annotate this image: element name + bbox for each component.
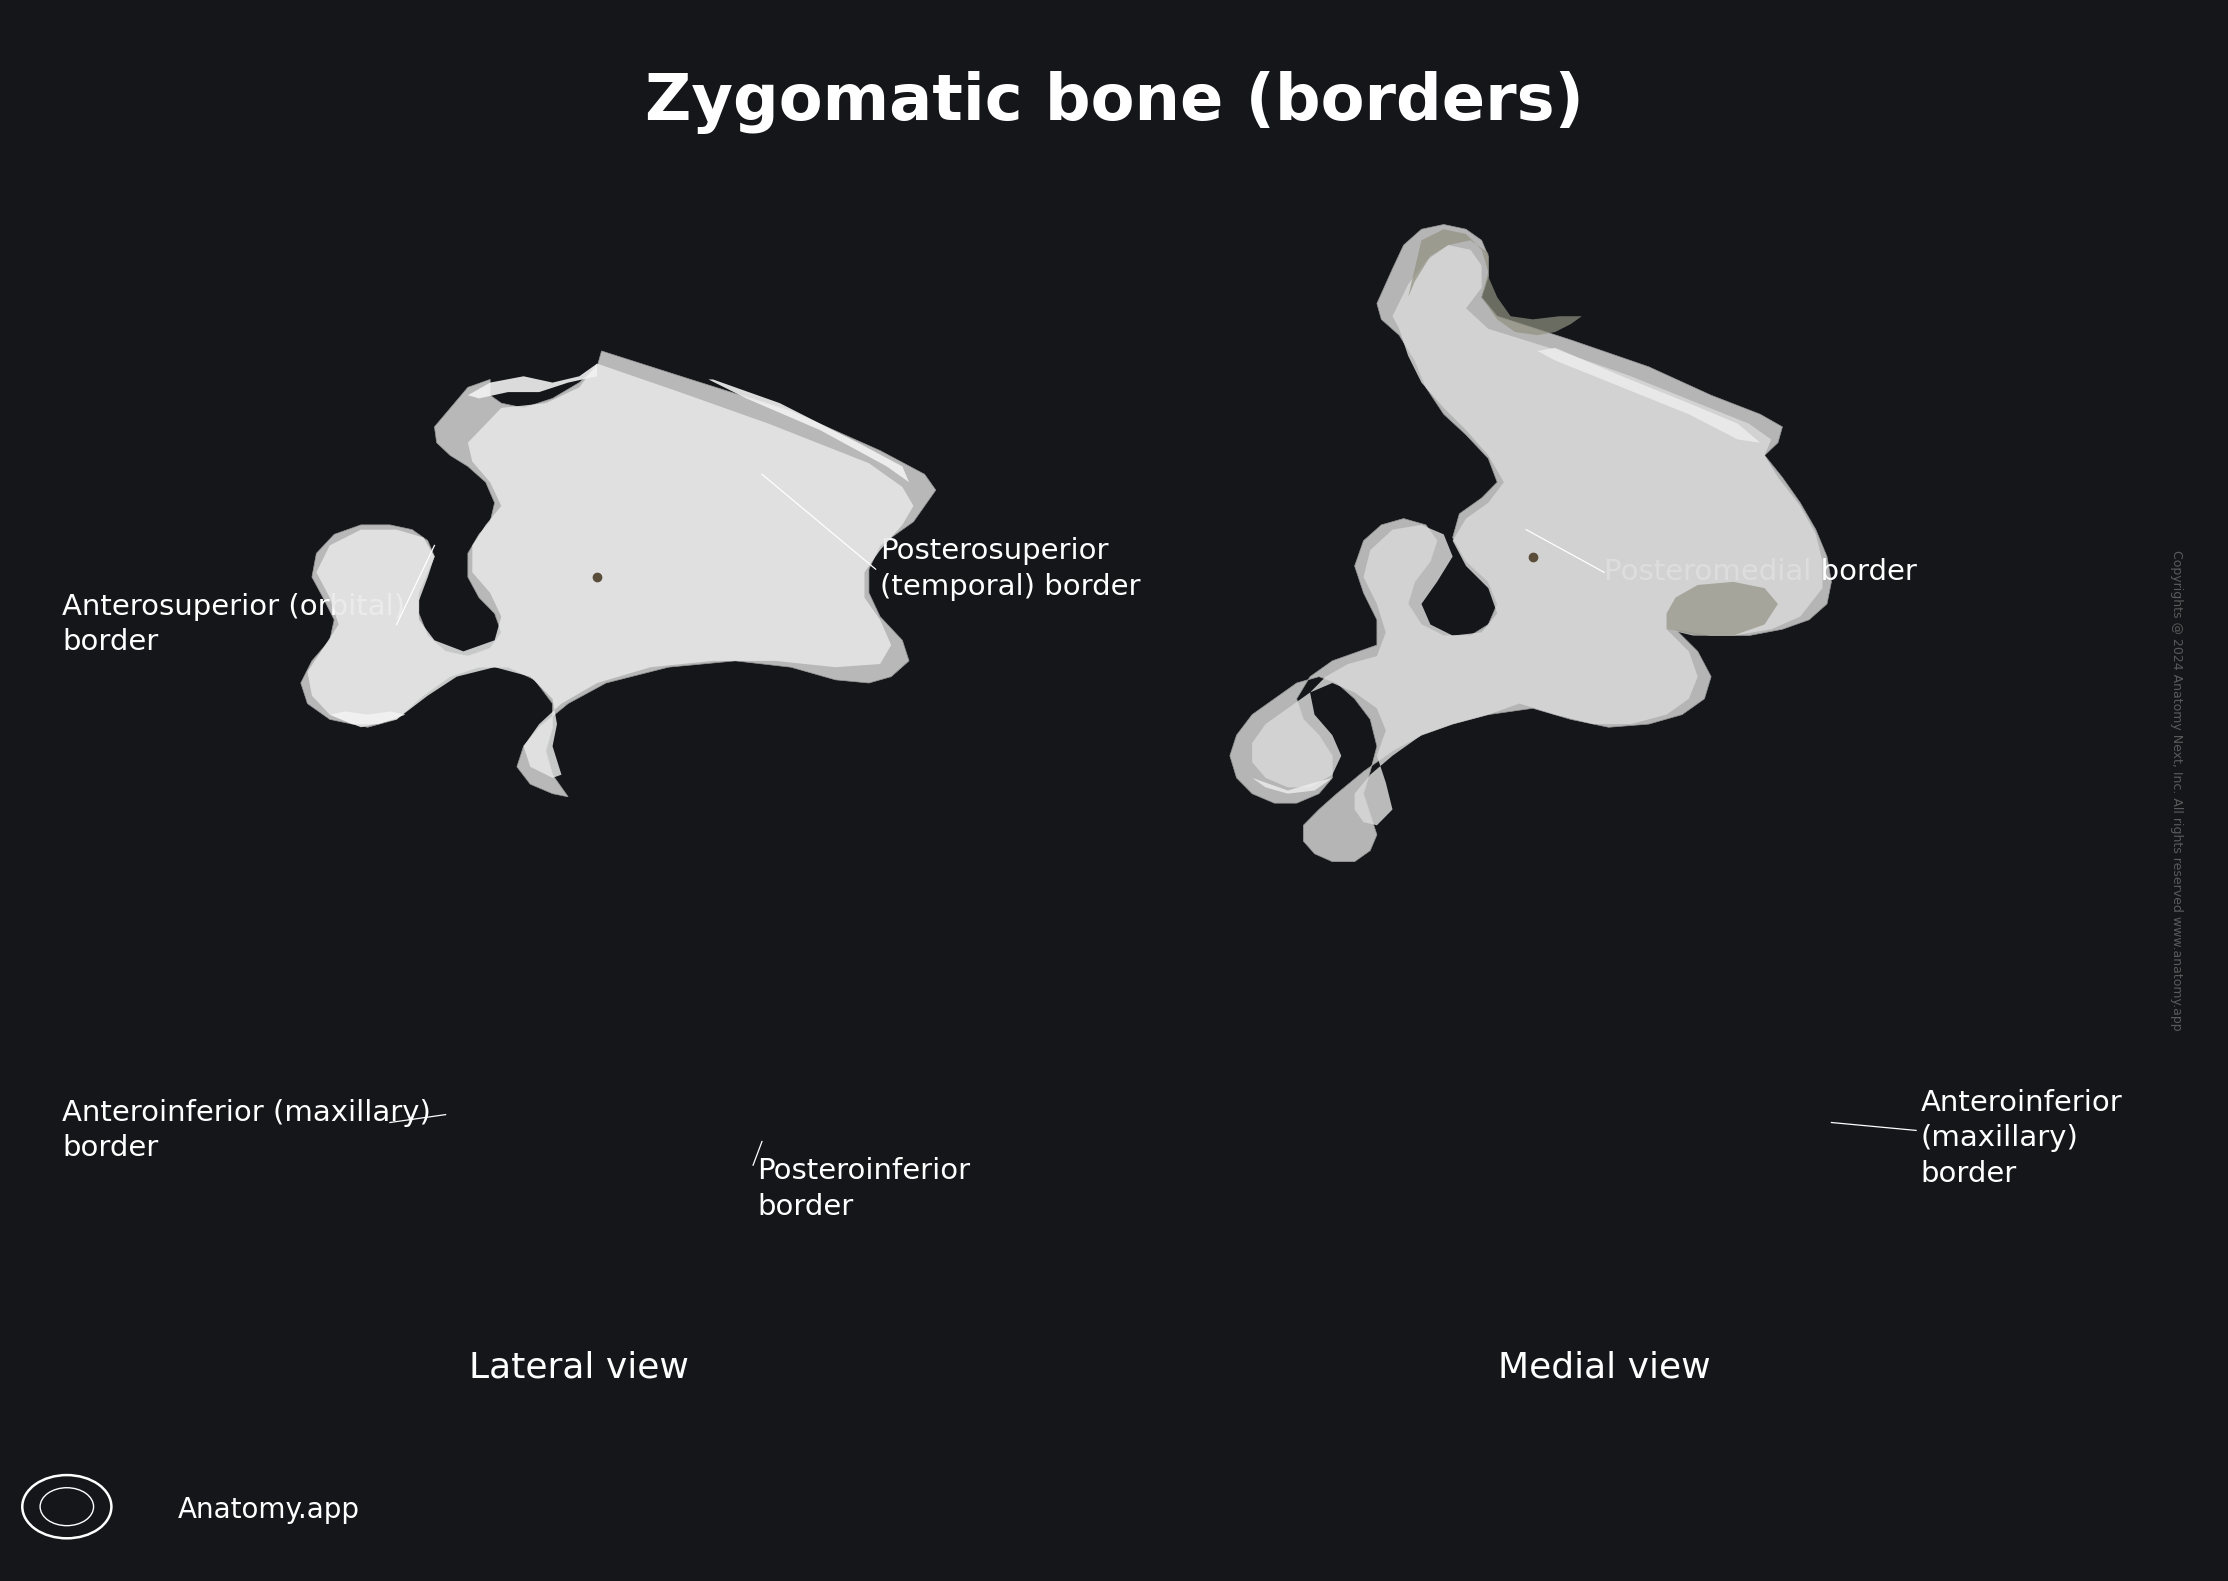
- Text: Posterosuperior
(temporal) border: Posterosuperior (temporal) border: [880, 538, 1141, 601]
- Text: Posteromedial border: Posteromedial border: [1604, 558, 1916, 587]
- Polygon shape: [1408, 229, 1582, 335]
- Text: Anterosuperior (orbital)
border: Anterosuperior (orbital) border: [62, 593, 405, 656]
- Polygon shape: [307, 364, 913, 778]
- Polygon shape: [301, 351, 936, 797]
- Text: Medial view: Medial view: [1497, 1350, 1711, 1385]
- Polygon shape: [1252, 778, 1332, 794]
- Text: Anteroinferior
(maxillary)
border: Anteroinferior (maxillary) border: [1921, 1089, 2123, 1187]
- Polygon shape: [1667, 582, 1778, 636]
- Text: Lateral view: Lateral view: [470, 1350, 688, 1385]
- Polygon shape: [1252, 245, 1823, 825]
- Text: Copyrights @ 2024 Anatomy Next, Inc. All rights reserved www.anatomy.app: Copyrights @ 2024 Anatomy Next, Inc. All…: [2170, 550, 2183, 1031]
- Text: Posteroinferior
border: Posteroinferior border: [758, 1157, 971, 1221]
- Text: Zygomatic bone (borders): Zygomatic bone (borders): [644, 71, 1584, 134]
- Polygon shape: [1230, 225, 1831, 862]
- Text: Anatomy.app: Anatomy.app: [178, 1496, 361, 1524]
- Text: Anteroinferior (maxillary)
border: Anteroinferior (maxillary) border: [62, 1099, 432, 1162]
- Polygon shape: [468, 364, 597, 398]
- Polygon shape: [709, 379, 909, 482]
- Polygon shape: [330, 711, 405, 724]
- Polygon shape: [1537, 348, 1760, 443]
